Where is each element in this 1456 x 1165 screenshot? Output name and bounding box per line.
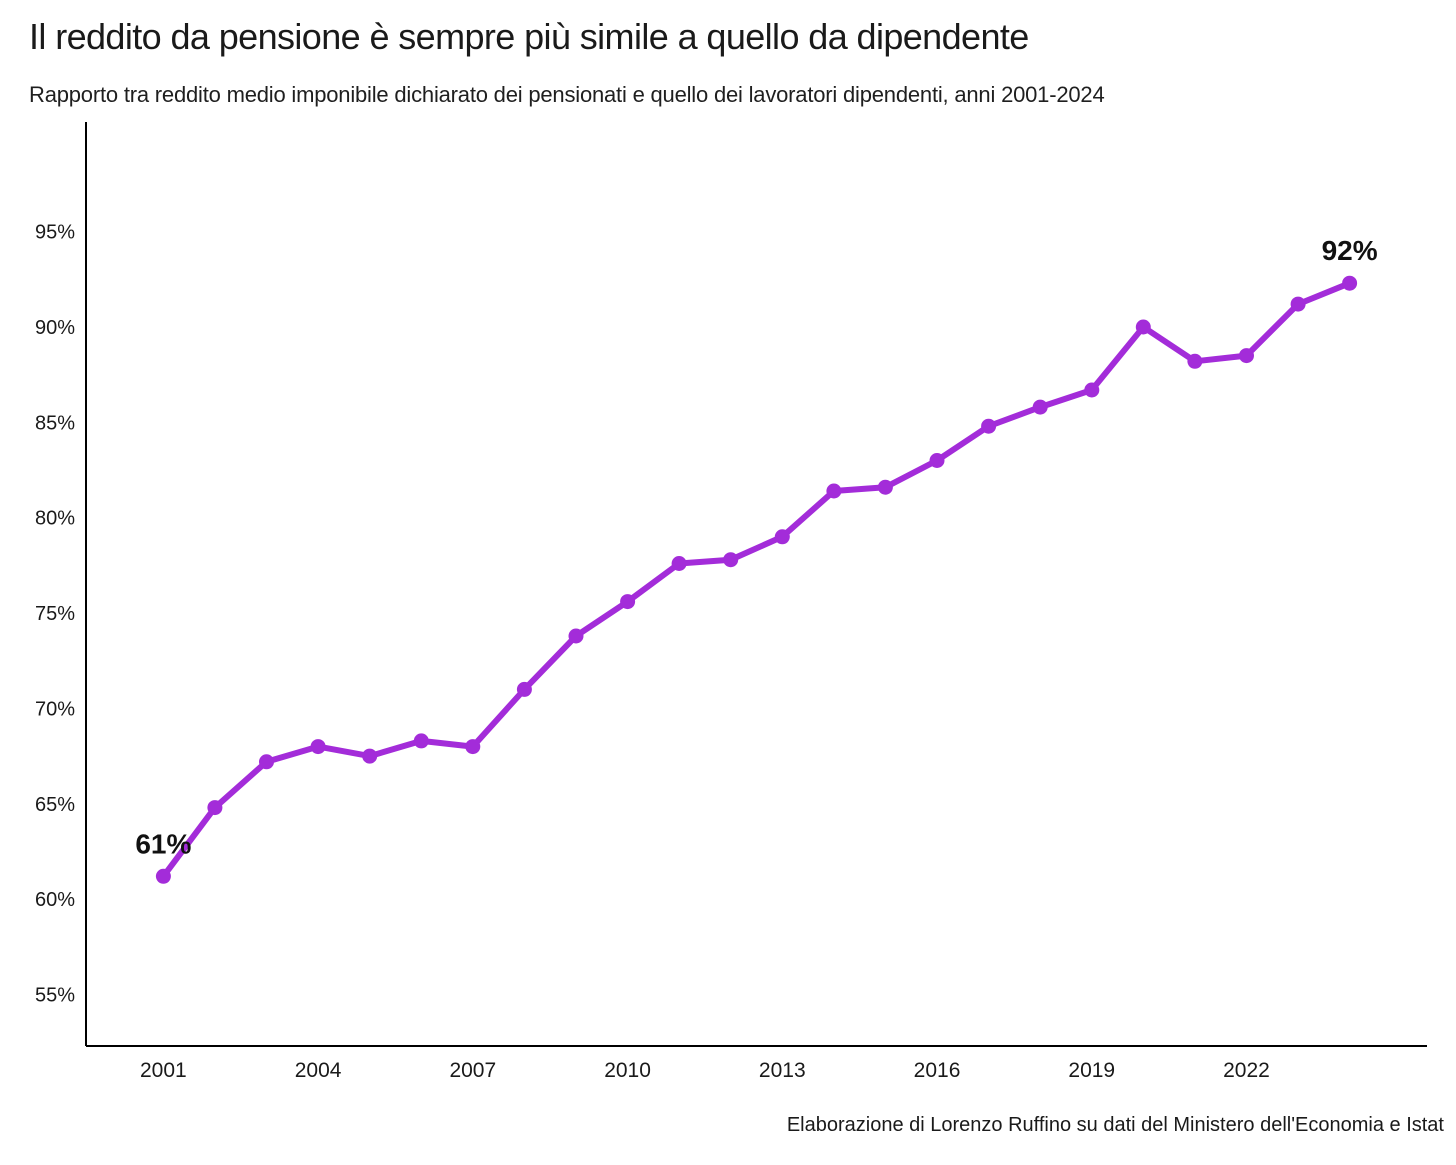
x-tick-label: 2016	[914, 1059, 961, 1082]
data-point	[259, 754, 274, 770]
data-point	[310, 739, 326, 755]
data-point	[362, 748, 378, 764]
data-point	[620, 594, 636, 610]
data-point	[1342, 275, 1358, 291]
data-point	[1084, 382, 1100, 398]
data-point	[671, 556, 687, 571]
data-point	[155, 868, 171, 884]
y-tick-label: 80%	[35, 508, 75, 530]
y-tick-label: 70%	[35, 698, 75, 720]
chart-subtitle: Rapporto tra reddito medio imponibile di…	[29, 82, 1105, 107]
data-point	[826, 483, 842, 499]
y-tick-label: 85%	[35, 412, 75, 434]
x-tick-label: 2004	[295, 1059, 342, 1082]
y-tick-label: 55%	[35, 985, 75, 1007]
data-point	[877, 479, 893, 495]
trend-line	[160, 280, 1353, 880]
y-tick-label: 90%	[35, 317, 75, 339]
annotation-label: 61%	[135, 828, 191, 859]
y-tick-label: 60%	[35, 889, 75, 911]
data-point	[723, 552, 739, 568]
y-tick-label: 65%	[35, 794, 75, 816]
data-point	[981, 418, 997, 434]
x-tick-label: 2022	[1223, 1059, 1270, 1082]
y-tick-label: 95%	[35, 222, 75, 244]
x-tick-label: 2019	[1068, 1059, 1115, 1082]
annotation-label: 92%	[1322, 235, 1378, 266]
x-tick-label: 2010	[604, 1059, 651, 1082]
data-point	[1187, 353, 1203, 369]
data-point	[516, 681, 532, 697]
data-point	[1135, 319, 1151, 335]
x-tick-label: 2013	[759, 1059, 806, 1082]
data-point	[207, 800, 223, 816]
source-credit: Elaborazione di Lorenzo Ruffino su dati …	[786, 1114, 1444, 1136]
x-tick-label: 2001	[140, 1059, 187, 1082]
data-point	[1032, 399, 1048, 415]
data-point	[1290, 296, 1306, 312]
chart-title: Il reddito da pensione è sempre più simi…	[29, 16, 1029, 57]
data-point	[1239, 348, 1254, 364]
data-point	[465, 739, 481, 755]
y-tick-label: 75%	[35, 603, 75, 625]
data-point	[929, 453, 945, 468]
data-point	[568, 628, 584, 644]
data-point	[413, 733, 429, 749]
data-point	[774, 529, 790, 545]
x-tick-label: 2007	[449, 1059, 496, 1082]
